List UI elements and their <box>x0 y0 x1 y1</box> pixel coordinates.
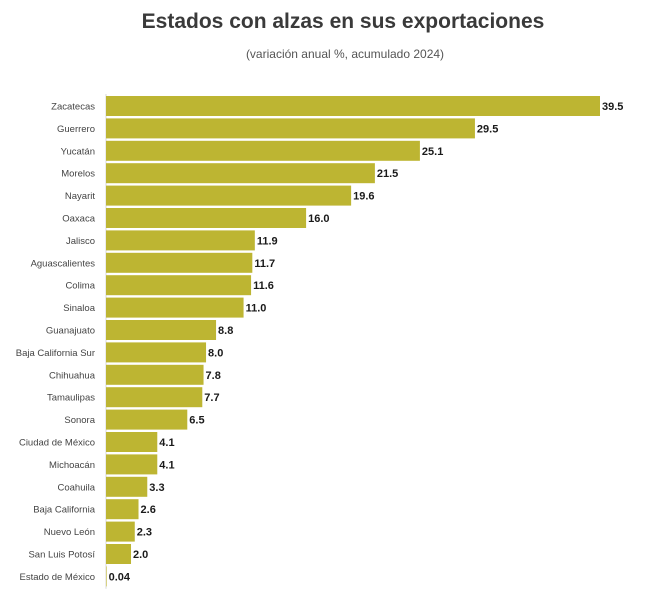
value-label: 2.3 <box>137 527 152 539</box>
bar <box>106 185 352 206</box>
category-label: Guanajuato <box>46 326 95 337</box>
category-label: Aguascalientes <box>31 258 96 269</box>
bar <box>106 387 203 408</box>
bar <box>106 544 132 564</box>
bar <box>106 342 207 363</box>
bar <box>106 409 188 430</box>
bar <box>106 320 217 340</box>
value-label: 11.6 <box>253 280 274 292</box>
bar <box>106 208 307 228</box>
value-label: 6.5 <box>189 415 204 427</box>
bar <box>106 499 139 520</box>
bar <box>106 297 244 318</box>
category-label: Oaxaca <box>62 214 95 225</box>
value-label: 3.3 <box>149 482 164 494</box>
value-label: 11.9 <box>257 235 278 247</box>
value-label: 39.5 <box>602 101 623 113</box>
category-label: Nayarit <box>65 191 95 202</box>
category-label: Jalisco <box>66 236 95 247</box>
value-label: 8.0 <box>208 347 223 359</box>
value-label: 19.6 <box>353 191 374 203</box>
bar <box>106 163 375 184</box>
value-label: 11.7 <box>254 258 275 270</box>
value-label: 2.6 <box>141 504 156 516</box>
category-label: Morelos <box>61 169 95 180</box>
category-label: Chihuahua <box>49 370 96 381</box>
chart-title: Estados con alzas en sus exportaciones <box>141 10 545 33</box>
category-label: Estado de México <box>19 572 95 583</box>
bar <box>106 476 148 497</box>
value-label: 2.0 <box>133 549 148 561</box>
bar <box>106 230 255 251</box>
bar <box>106 432 158 452</box>
category-label: Sinaloa <box>63 303 95 314</box>
category-label: San Luis Potosí <box>28 550 95 561</box>
value-label: 29.5 <box>477 123 498 135</box>
value-label: 7.7 <box>204 392 219 404</box>
category-label: Sonora <box>64 415 95 426</box>
bar <box>106 140 420 161</box>
category-label: Yucatán <box>61 146 95 157</box>
category-label: Nuevo León <box>44 527 95 538</box>
bar <box>106 96 600 116</box>
value-label: 16.0 <box>308 213 329 225</box>
bar <box>106 566 107 587</box>
category-label: Zacatecas <box>51 102 95 113</box>
bar <box>106 454 158 475</box>
bar <box>106 275 252 296</box>
value-label: 21.5 <box>377 168 398 180</box>
bar <box>106 252 253 273</box>
category-label: Tamaulipas <box>47 393 95 404</box>
value-label: 4.1 <box>159 459 174 471</box>
bar <box>106 364 204 385</box>
bar <box>106 521 135 542</box>
category-label: Michoacán <box>49 460 95 471</box>
category-label: Ciudad de México <box>19 438 95 449</box>
value-label: 8.8 <box>218 325 233 337</box>
value-label: 0.04 <box>109 571 131 583</box>
category-label: Colima <box>65 281 95 292</box>
value-label: 4.1 <box>159 437 174 449</box>
bar <box>106 118 475 139</box>
category-label: Coahuila <box>58 482 96 493</box>
value-label: 25.1 <box>422 146 443 158</box>
category-label: Guerrero <box>57 124 95 135</box>
value-label: 11.0 <box>246 303 267 315</box>
category-label: Baja California <box>33 505 95 516</box>
category-label: Baja California Sur <box>16 348 95 359</box>
value-label: 7.8 <box>206 370 221 382</box>
chart-subtitle: (variación anual %, acumulado 2024) <box>245 47 445 61</box>
